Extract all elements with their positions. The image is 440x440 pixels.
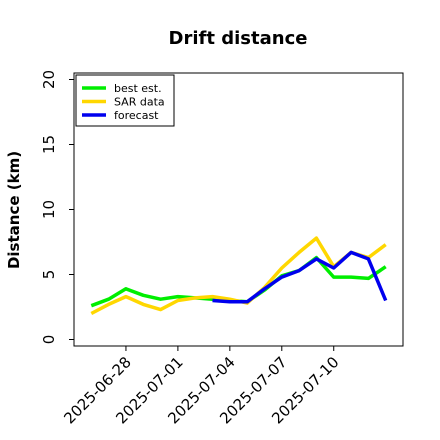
y-tick-label: 0 [40,335,58,345]
legend-label: SAR data [114,96,165,109]
y-axis-title: Distance (km) [5,151,23,269]
series-line-best-est- [90,255,387,308]
legend-label: forecast [114,109,159,122]
y-axis: 0 5 10 15 20 [40,70,74,344]
chart-title: Drift distance [169,28,308,49]
y-tick-label: 10 [40,200,58,219]
plot-lines [90,236,388,316]
series-line-forecast [212,250,388,304]
y-tick-label: 20 [40,70,58,89]
y-tick-label: 5 [40,270,58,280]
y-tick-label: 15 [40,135,58,154]
legend-label: best est. [114,82,162,95]
x-axis: 2025-06-282025-07-012025-07-042025-07-07… [60,346,343,427]
